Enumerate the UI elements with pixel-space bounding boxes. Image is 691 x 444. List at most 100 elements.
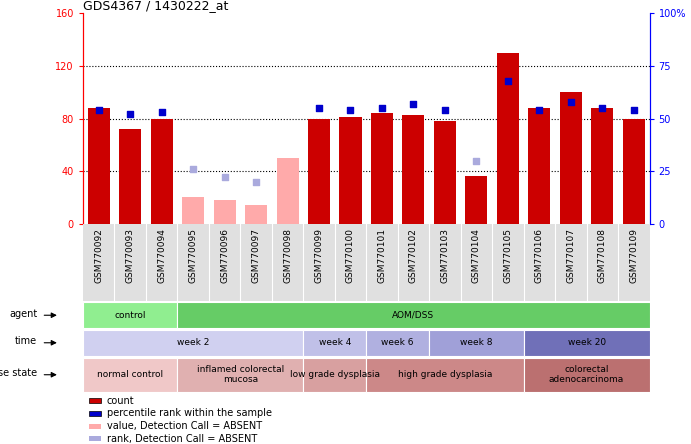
Text: week 20: week 20 bbox=[567, 338, 605, 347]
Bar bbox=[524, 330, 650, 356]
Text: GSM770095: GSM770095 bbox=[189, 228, 198, 283]
Bar bbox=[618, 224, 650, 301]
Text: GSM770103: GSM770103 bbox=[440, 228, 449, 283]
Text: GSM770105: GSM770105 bbox=[503, 228, 513, 283]
Bar bbox=[88, 398, 101, 403]
Bar bbox=[334, 224, 366, 301]
Bar bbox=[88, 424, 101, 429]
Text: low grade dysplasia: low grade dysplasia bbox=[290, 370, 380, 379]
Bar bbox=[182, 198, 204, 224]
Bar bbox=[366, 330, 429, 356]
Bar bbox=[429, 224, 461, 301]
Text: GSM770097: GSM770097 bbox=[252, 228, 261, 283]
Bar bbox=[398, 224, 429, 301]
Bar bbox=[83, 224, 115, 301]
Point bbox=[219, 174, 230, 181]
Bar bbox=[497, 53, 519, 224]
Text: time: time bbox=[15, 337, 37, 346]
Text: GSM770094: GSM770094 bbox=[157, 228, 166, 282]
Bar bbox=[402, 115, 424, 224]
Text: value, Detection Call = ABSENT: value, Detection Call = ABSENT bbox=[106, 421, 262, 431]
Text: GSM770099: GSM770099 bbox=[314, 228, 323, 283]
Bar bbox=[178, 302, 650, 328]
Bar bbox=[461, 224, 492, 301]
Bar bbox=[151, 119, 173, 224]
Point bbox=[156, 109, 167, 116]
Bar bbox=[529, 108, 550, 224]
Text: GSM770093: GSM770093 bbox=[126, 228, 135, 283]
Point bbox=[628, 107, 639, 114]
Text: agent: agent bbox=[9, 309, 37, 319]
Text: GSM770096: GSM770096 bbox=[220, 228, 229, 283]
Bar bbox=[366, 357, 524, 392]
Text: GSM770101: GSM770101 bbox=[377, 228, 386, 283]
Bar bbox=[587, 224, 618, 301]
Text: week 2: week 2 bbox=[177, 338, 209, 347]
Point bbox=[251, 178, 262, 185]
Bar bbox=[339, 117, 361, 224]
Bar bbox=[214, 200, 236, 224]
Text: GDS4367 / 1430222_at: GDS4367 / 1430222_at bbox=[83, 0, 228, 12]
Text: week 4: week 4 bbox=[319, 338, 351, 347]
Text: GSM770098: GSM770098 bbox=[283, 228, 292, 283]
Bar bbox=[88, 411, 101, 416]
Bar bbox=[240, 224, 272, 301]
Bar bbox=[83, 357, 178, 392]
Point bbox=[565, 98, 576, 105]
Bar bbox=[429, 330, 524, 356]
Point bbox=[439, 107, 451, 114]
Text: control: control bbox=[115, 311, 146, 320]
Bar bbox=[146, 224, 178, 301]
Bar bbox=[371, 113, 393, 224]
Bar bbox=[366, 224, 398, 301]
Bar bbox=[524, 357, 650, 392]
Text: normal control: normal control bbox=[97, 370, 163, 379]
Point bbox=[345, 107, 356, 114]
Text: week 8: week 8 bbox=[460, 338, 493, 347]
Text: GSM770109: GSM770109 bbox=[630, 228, 638, 283]
Bar bbox=[303, 330, 366, 356]
Bar bbox=[276, 158, 299, 224]
Point bbox=[187, 166, 198, 173]
Bar bbox=[272, 224, 303, 301]
Bar bbox=[83, 302, 178, 328]
Bar bbox=[119, 129, 141, 224]
Text: high grade dysplasia: high grade dysplasia bbox=[398, 370, 492, 379]
Point bbox=[471, 157, 482, 164]
Bar bbox=[591, 108, 614, 224]
Text: GSM770092: GSM770092 bbox=[94, 228, 103, 282]
Text: AOM/DSS: AOM/DSS bbox=[392, 311, 435, 320]
Bar bbox=[245, 206, 267, 224]
Bar bbox=[115, 224, 146, 301]
Bar bbox=[308, 119, 330, 224]
Text: colorectal
adenocarcinoma: colorectal adenocarcinoma bbox=[549, 365, 624, 385]
Text: percentile rank within the sample: percentile rank within the sample bbox=[106, 408, 272, 418]
Bar bbox=[623, 119, 645, 224]
Bar bbox=[466, 176, 487, 224]
Point bbox=[502, 77, 513, 84]
Bar bbox=[178, 224, 209, 301]
Bar bbox=[555, 224, 587, 301]
Bar bbox=[88, 436, 101, 441]
Point bbox=[597, 104, 608, 111]
Text: inflamed colorectal
mucosa: inflamed colorectal mucosa bbox=[197, 365, 284, 385]
Point bbox=[93, 107, 104, 114]
Point bbox=[408, 100, 419, 107]
Text: GSM770108: GSM770108 bbox=[598, 228, 607, 283]
Text: GSM770100: GSM770100 bbox=[346, 228, 355, 283]
Text: GSM770102: GSM770102 bbox=[409, 228, 418, 282]
Bar bbox=[560, 92, 582, 224]
Text: GSM770106: GSM770106 bbox=[535, 228, 544, 283]
Bar bbox=[434, 121, 456, 224]
Bar bbox=[492, 224, 524, 301]
Point bbox=[534, 107, 545, 114]
Bar bbox=[209, 224, 240, 301]
Bar bbox=[303, 357, 366, 392]
Text: rank, Detection Call = ABSENT: rank, Detection Call = ABSENT bbox=[106, 434, 257, 444]
Bar bbox=[178, 357, 303, 392]
Text: week 6: week 6 bbox=[381, 338, 414, 347]
Point bbox=[124, 111, 135, 118]
Text: count: count bbox=[106, 396, 134, 406]
Point bbox=[314, 104, 325, 111]
Bar bbox=[88, 108, 110, 224]
